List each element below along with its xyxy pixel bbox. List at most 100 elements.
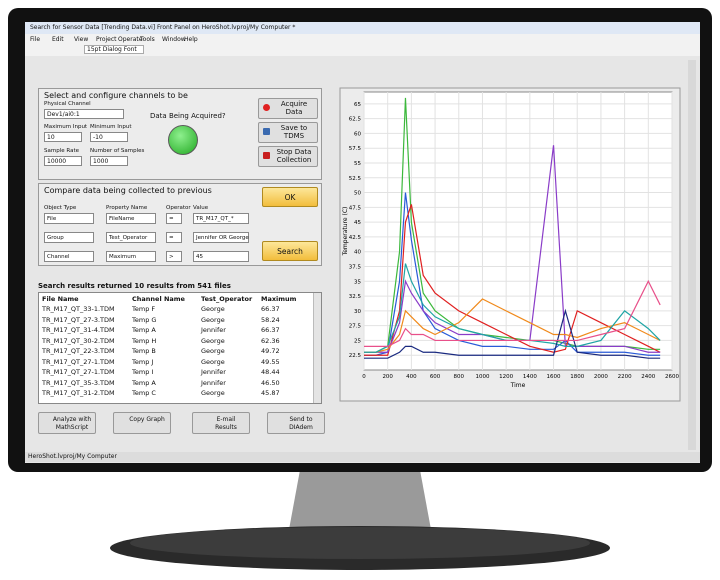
button-label[interactable]: Acquire Data [280,100,308,116]
field-input[interactable]: File [44,213,94,224]
column-header: Property Name [106,205,148,211]
font-selector[interactable]: 15pt Dialog Font [84,45,144,54]
y-tick-label: 50 [354,191,361,197]
table-cell: TR_M17_QT_22-3.TDM [42,347,115,355]
table-scrollbar [313,293,321,403]
button[interactable] [258,98,318,119]
y-tick-label: 45 [354,220,361,226]
panel-heading: Compare data being collected to previous [44,186,212,195]
table-cell: Temp J [132,357,154,366]
button[interactable]: OK [262,187,318,207]
field-label: Minimum Input [90,124,132,130]
table-cell: 62.36 [261,336,280,345]
x-tick-label: 400 [406,374,417,380]
button[interactable]: Copy Graph [113,412,171,434]
menu-item[interactable]: View [74,36,89,43]
field-input[interactable]: Jennifer OR George [193,232,249,243]
field-label: Physical Channel [44,101,91,107]
y-tick-label: 65 [354,102,361,108]
y-tick-label: 52.5 [349,176,362,182]
field-input[interactable]: = [166,232,182,243]
x-tick-label: 600 [430,374,441,380]
table-cell: TR_M17_QT_27-1.TDM [42,357,115,366]
status-text: HeroShot.lvproj/My Computer [28,453,117,460]
led [168,125,198,155]
y-tick-label: 55 [354,161,361,167]
menu-item[interactable]: Operate [118,36,143,43]
series-line [364,192,661,356]
field-input[interactable]: Group [44,232,94,243]
y-tick-label: 22.5 [349,353,362,359]
series-line [364,279,661,347]
toolbar [25,34,700,56]
menu-item[interactable]: Tools [140,36,155,43]
field-input[interactable]: Maximum [106,251,156,262]
table-cell: 49.55 [261,357,280,366]
table-cell: TR_M17_QT_31-2.TDM [42,389,115,397]
field-label: Maximum Input [44,124,88,130]
field-input[interactable]: FileName [106,213,156,224]
table-cell: 66.37 [261,326,280,334]
x-tick-label: 0 [362,374,366,380]
field-input[interactable]: > [166,251,182,262]
button[interactable]: Send to DIAdem [267,412,325,434]
table-cell: Temp A [132,378,156,387]
menu-item[interactable]: Project [96,36,117,43]
y-tick-label: 37.5 [349,264,362,270]
button-icon [263,152,270,159]
button[interactable]: Analyze with MathScript [38,412,96,434]
field-input[interactable]: 1000 [90,156,128,166]
button[interactable]: Search [262,241,318,261]
x-tick-label: 2200 [618,374,632,380]
field-label: Number of Samples [90,148,145,154]
menu-item[interactable]: File [30,36,41,43]
y-tick-label: 47.5 [349,205,362,211]
table-cell: 45.87 [261,389,280,397]
menu-item[interactable]: Help [184,36,198,43]
indicator-label: Data Being Acquired? [150,112,226,120]
menu-item[interactable]: Window [162,36,186,43]
table-cell: 66.37 [261,305,280,313]
field-input[interactable]: -10 [90,132,128,142]
table-cell: George [201,336,225,345]
title-bar [25,22,700,34]
button-icon [263,128,270,135]
button[interactable] [258,122,318,143]
table-cell: Jennifer [201,326,226,334]
window-title: Search for Sensor Data [Trending Data.vi… [30,24,296,31]
field-input[interactable]: = [166,213,182,224]
column-header: Channel Name [132,295,185,303]
field-input[interactable]: Test_Operator [106,232,156,243]
table-cell: Temp A [132,326,156,334]
table-cell: 58.24 [261,315,280,324]
y-tick-label: 42.5 [349,235,362,241]
table-cell: George [201,389,225,397]
button-label[interactable]: Save to TDMS [280,124,308,140]
x-tick-label: 1400 [523,374,537,380]
menu-item[interactable]: Edit [52,36,64,43]
column-header: File Name [42,295,79,303]
table-cell: TR_M17_QT_31-4.TDM [42,326,115,334]
stand-neck [288,470,432,535]
y-tick-label: 57.5 [349,146,362,152]
button[interactable]: E-mail Results [192,412,250,434]
button-label[interactable]: Stop Data Collection [276,148,312,164]
series-line [364,308,661,359]
x-tick-label: 2000 [594,374,608,380]
x-tick-label: 2600 [665,374,679,380]
stand-top [130,527,590,559]
table-cell: Temp F [132,305,156,313]
field-input[interactable]: 45 [193,251,249,262]
field-input[interactable]: 10000 [44,156,82,166]
table-cell: George [201,357,225,366]
table-cell: George [201,305,225,313]
field-input[interactable]: TR_M17_QT_* [193,213,249,224]
field-input[interactable]: Dev1/ai0:1 [44,109,124,119]
column-header: Operator [166,205,191,211]
button[interactable] [258,146,318,167]
field-input[interactable]: 10 [44,132,82,142]
field-input[interactable]: Channel [44,251,94,262]
scrollbar [688,60,696,450]
